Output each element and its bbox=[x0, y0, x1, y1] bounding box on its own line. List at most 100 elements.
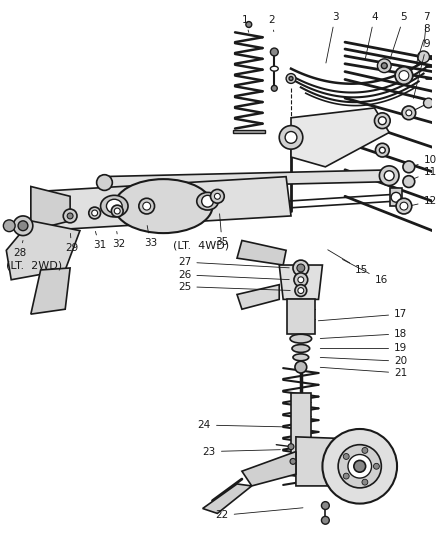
Text: 20: 20 bbox=[320, 356, 406, 366]
Text: 23: 23 bbox=[202, 447, 280, 457]
Circle shape bbox=[88, 207, 100, 219]
Circle shape bbox=[114, 208, 120, 214]
Polygon shape bbox=[99, 170, 393, 189]
Circle shape bbox=[361, 479, 367, 485]
Text: 2: 2 bbox=[268, 14, 274, 31]
Circle shape bbox=[13, 216, 33, 236]
Circle shape bbox=[293, 273, 307, 287]
Ellipse shape bbox=[100, 195, 128, 217]
Circle shape bbox=[4, 220, 15, 232]
Text: (LT.  4WD): (LT. 4WD) bbox=[173, 240, 229, 251]
Circle shape bbox=[361, 448, 367, 454]
Text: 32: 32 bbox=[112, 231, 125, 249]
Polygon shape bbox=[31, 268, 70, 314]
Circle shape bbox=[288, 77, 292, 80]
Text: 5: 5 bbox=[389, 12, 406, 59]
Ellipse shape bbox=[291, 344, 309, 352]
Circle shape bbox=[287, 443, 293, 450]
Polygon shape bbox=[31, 187, 70, 231]
Circle shape bbox=[63, 209, 77, 223]
Circle shape bbox=[347, 455, 371, 478]
Circle shape bbox=[337, 445, 381, 488]
Bar bbox=[286, 300, 314, 334]
Circle shape bbox=[286, 74, 295, 83]
Circle shape bbox=[321, 516, 328, 524]
Text: 15: 15 bbox=[327, 250, 367, 275]
Polygon shape bbox=[241, 451, 295, 486]
Circle shape bbox=[390, 192, 400, 202]
Text: 9: 9 bbox=[413, 39, 429, 99]
Ellipse shape bbox=[106, 199, 122, 213]
Text: 25: 25 bbox=[178, 281, 290, 292]
Polygon shape bbox=[237, 240, 286, 265]
Text: 3: 3 bbox=[325, 12, 338, 63]
Circle shape bbox=[96, 175, 112, 190]
Polygon shape bbox=[290, 108, 389, 167]
Text: 16: 16 bbox=[342, 260, 387, 285]
Circle shape bbox=[377, 59, 390, 72]
Circle shape bbox=[294, 285, 306, 296]
Ellipse shape bbox=[290, 334, 311, 343]
Text: 4: 4 bbox=[364, 12, 377, 59]
Circle shape bbox=[399, 202, 407, 210]
Circle shape bbox=[279, 126, 302, 149]
Text: 24: 24 bbox=[197, 420, 288, 430]
Bar bbox=[233, 130, 264, 133]
Text: 28: 28 bbox=[13, 240, 26, 259]
Circle shape bbox=[201, 195, 213, 207]
Polygon shape bbox=[237, 285, 279, 309]
Circle shape bbox=[405, 110, 411, 116]
Text: 19: 19 bbox=[320, 343, 406, 353]
Ellipse shape bbox=[196, 192, 218, 210]
Circle shape bbox=[401, 106, 415, 120]
Circle shape bbox=[374, 143, 389, 157]
Text: 12: 12 bbox=[410, 196, 436, 206]
Text: 35: 35 bbox=[215, 214, 228, 247]
Circle shape bbox=[374, 113, 389, 128]
Circle shape bbox=[343, 473, 348, 479]
Circle shape bbox=[292, 260, 308, 276]
Circle shape bbox=[321, 429, 396, 504]
Circle shape bbox=[394, 67, 412, 84]
Circle shape bbox=[142, 202, 150, 210]
Text: 1: 1 bbox=[241, 14, 248, 33]
Circle shape bbox=[373, 463, 378, 469]
Circle shape bbox=[245, 21, 251, 27]
Circle shape bbox=[378, 147, 385, 153]
Text: 22: 22 bbox=[215, 508, 302, 520]
Circle shape bbox=[138, 198, 154, 214]
Circle shape bbox=[402, 176, 414, 188]
Circle shape bbox=[67, 213, 73, 219]
Polygon shape bbox=[6, 221, 80, 280]
Bar bbox=[389, 189, 401, 206]
Circle shape bbox=[402, 161, 414, 173]
Circle shape bbox=[381, 63, 386, 69]
Circle shape bbox=[343, 454, 348, 459]
Text: 7: 7 bbox=[423, 12, 429, 46]
Circle shape bbox=[18, 221, 28, 231]
Circle shape bbox=[395, 198, 411, 214]
Text: (LT.  2WD): (LT. 2WD) bbox=[6, 260, 62, 270]
Circle shape bbox=[290, 458, 295, 464]
Circle shape bbox=[294, 361, 306, 373]
Text: 8: 8 bbox=[416, 25, 429, 63]
Circle shape bbox=[353, 461, 365, 472]
Text: 33: 33 bbox=[143, 225, 157, 248]
Circle shape bbox=[111, 205, 123, 217]
Text: 18: 18 bbox=[320, 329, 406, 339]
Circle shape bbox=[378, 166, 398, 185]
Polygon shape bbox=[39, 176, 290, 231]
Ellipse shape bbox=[270, 66, 278, 71]
Circle shape bbox=[297, 277, 303, 282]
Circle shape bbox=[321, 502, 328, 510]
Circle shape bbox=[271, 85, 277, 91]
Text: 27: 27 bbox=[178, 257, 289, 268]
Circle shape bbox=[383, 171, 393, 181]
Text: 31: 31 bbox=[92, 231, 106, 251]
Circle shape bbox=[417, 51, 428, 63]
Circle shape bbox=[270, 48, 278, 56]
Circle shape bbox=[296, 264, 304, 272]
Polygon shape bbox=[279, 265, 321, 300]
Ellipse shape bbox=[292, 354, 308, 361]
Circle shape bbox=[214, 193, 220, 199]
